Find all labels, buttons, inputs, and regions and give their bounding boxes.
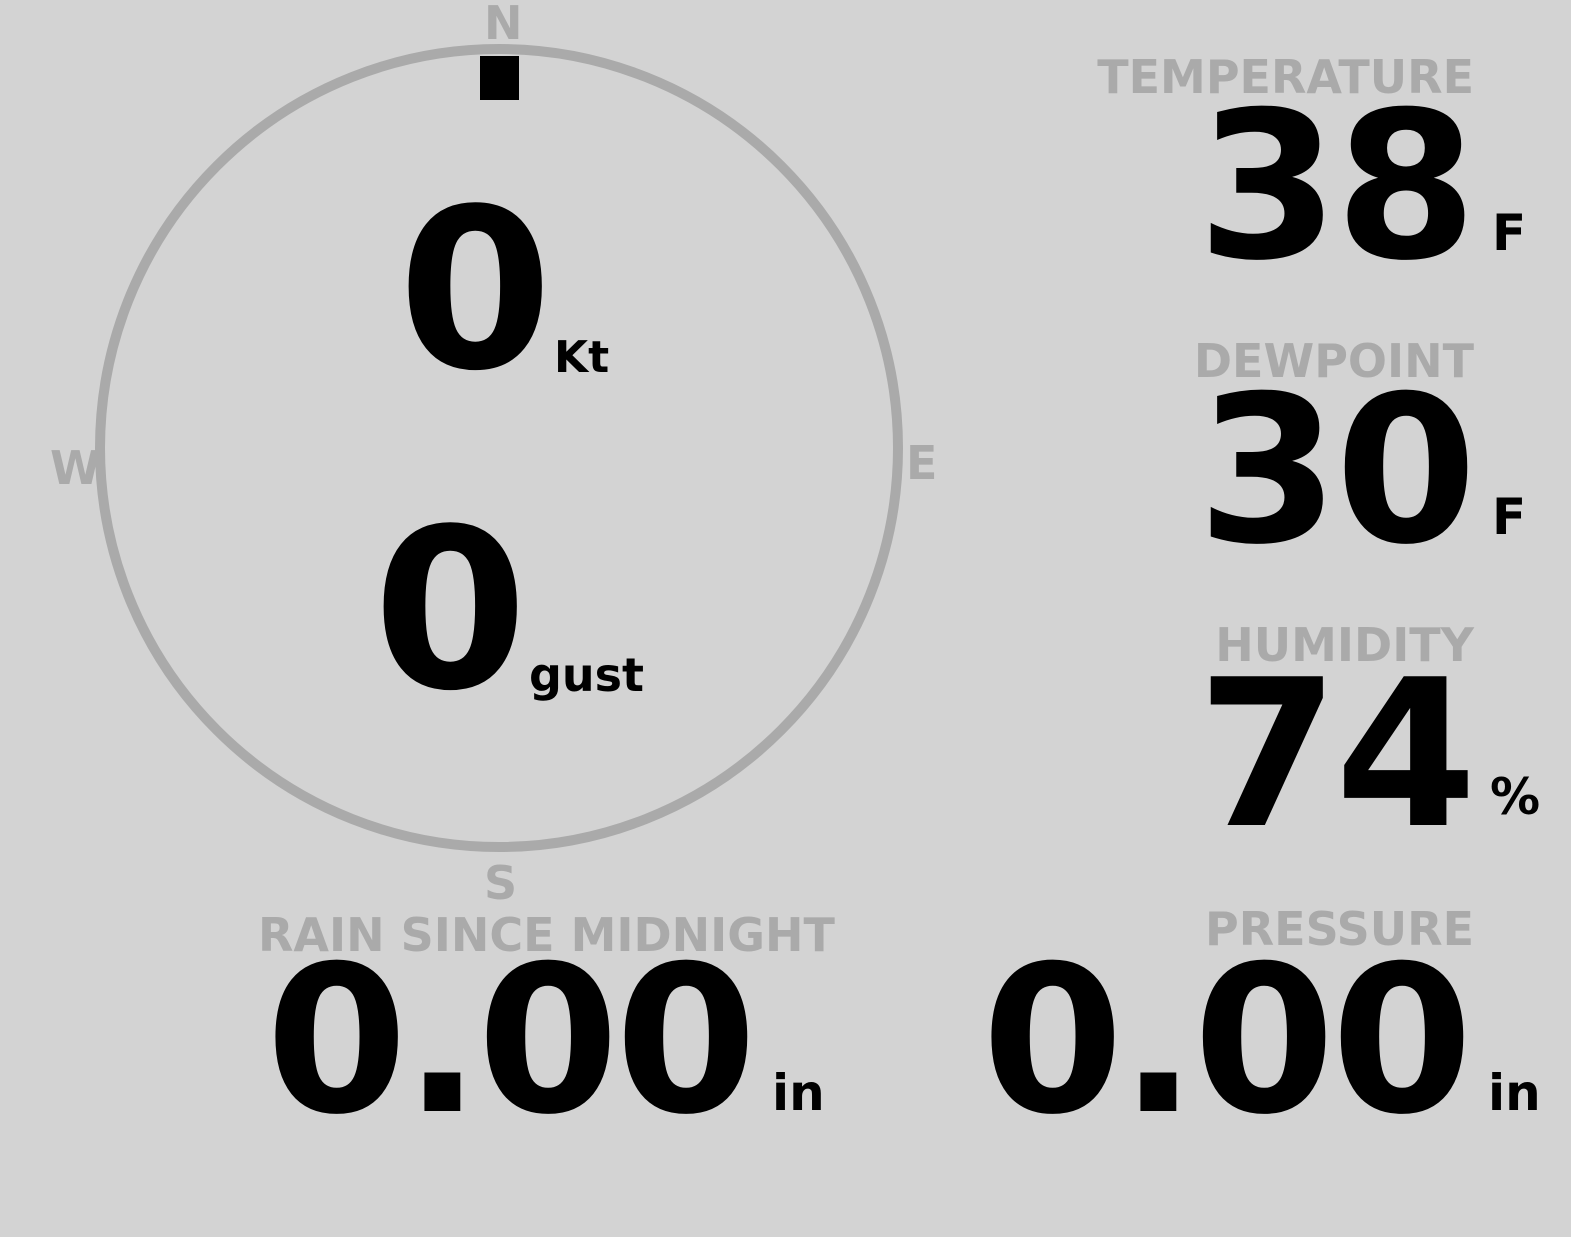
humidity-value: 74 <box>1197 637 1477 874</box>
compass-east: E <box>906 436 938 490</box>
temperature-label: TEMPERATURE <box>1097 50 1474 104</box>
dewpoint-value: 30 <box>1197 353 1477 590</box>
compass-west: W <box>50 441 101 495</box>
rain-value: 0.00 <box>265 923 757 1160</box>
wind-gust-value: 0 <box>373 482 527 740</box>
wind-compass-dial <box>95 44 903 852</box>
rain-label: RAIN SINCE MIDNIGHT <box>258 908 835 962</box>
wind-gust-unit: gust <box>529 648 645 702</box>
wind-speed-unit: Kt <box>554 332 610 383</box>
compass-north: N <box>484 0 523 50</box>
humidity-unit: % <box>1490 768 1541 826</box>
rain-unit: in <box>772 1064 825 1122</box>
pressure-label: PRESSURE <box>1205 902 1474 956</box>
compass-south: S <box>484 856 518 910</box>
dewpoint-label: DEWPOINT <box>1193 334 1474 388</box>
humidity-label: HUMIDITY <box>1215 618 1474 672</box>
compass-ring <box>95 44 903 852</box>
dewpoint-unit: F <box>1492 488 1527 546</box>
temperature-unit: F <box>1492 204 1527 262</box>
pressure-value: 0.00 <box>981 923 1473 1160</box>
temperature-value: 38 <box>1197 69 1477 306</box>
wind-speed-value: 0 <box>398 162 552 420</box>
pressure-unit: in <box>1488 1064 1541 1122</box>
wind-direction-marker <box>480 56 519 100</box>
